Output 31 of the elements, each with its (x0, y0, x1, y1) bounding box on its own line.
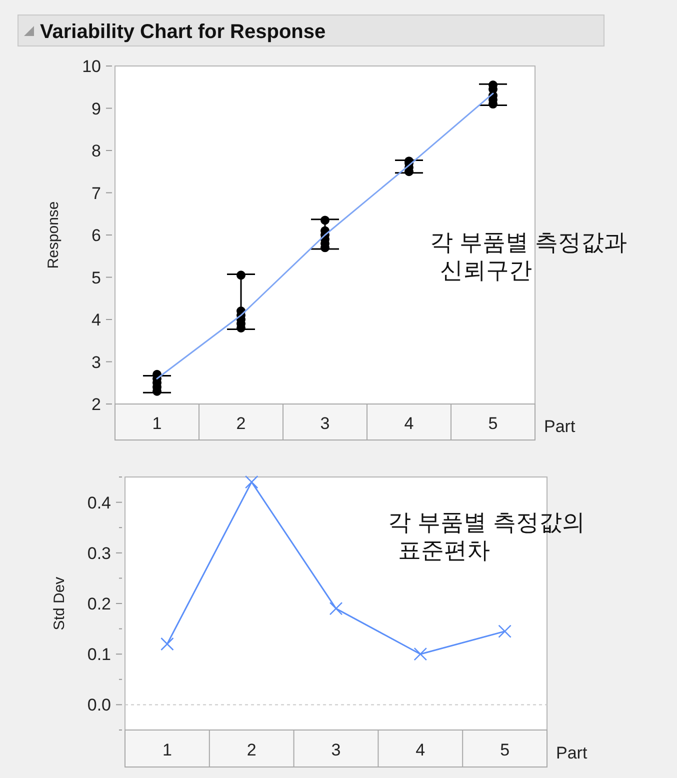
y-tick-label: 0.4 (87, 493, 111, 512)
y-tick-label: 3 (92, 352, 101, 372)
x-tick-label: 5 (500, 740, 510, 760)
x-tick-label: 2 (236, 414, 246, 433)
chart-title: Variability Chart for Response (40, 21, 326, 43)
y-tick-label: 6 (92, 226, 101, 245)
x-tick-label: 1 (152, 414, 162, 433)
x-axis-title: Part (544, 417, 576, 436)
y-tick-label: 4 (92, 310, 101, 330)
y-tick-label: 8 (92, 142, 101, 160)
x-tick-label: 5 (488, 414, 498, 433)
x-tick-label: 4 (416, 740, 426, 760)
y-tick-label: 5 (92, 268, 101, 288)
y-tick-label: 0.3 (87, 544, 111, 563)
y-axis-title: Std Dev (51, 576, 68, 630)
x-tick-label: 3 (331, 740, 341, 760)
y-tick-label: 0.0 (87, 696, 111, 715)
y-tick-label: 7 (92, 184, 101, 203)
x-tick-label: 1 (162, 740, 172, 760)
x-tick-label: 2 (246, 740, 256, 760)
y-tick-label: 0.1 (87, 645, 111, 664)
annotation: 각 부품별 측정값의 표준편차 (388, 509, 585, 563)
x-tick-label: 4 (404, 414, 414, 433)
y-axis-title: Response (45, 201, 62, 269)
y-tick-label: 10 (82, 57, 101, 76)
y-tick-label: 9 (92, 99, 101, 118)
annotation: 각 부품별 측정값과 신뢰구간 (430, 229, 627, 283)
y-tick-label: 0.2 (87, 594, 111, 614)
x-axis-title: Part (556, 744, 588, 762)
y-tick-label: 2 (92, 395, 101, 414)
x-tick-label: 3 (320, 414, 330, 433)
